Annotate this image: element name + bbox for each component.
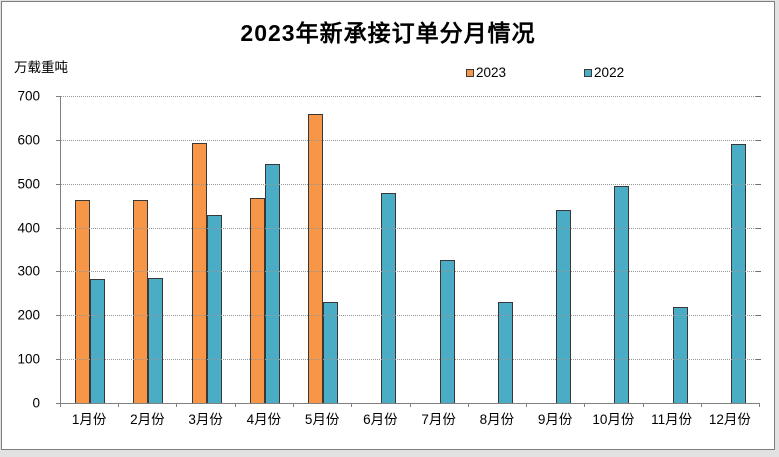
y-axis-tick — [56, 183, 61, 185]
bar-2022-5月份 — [323, 301, 339, 403]
y-tick-label: 400 — [17, 220, 40, 236]
x-axis-label-2月份: 2月份 — [130, 412, 165, 427]
x-axis-tick — [234, 403, 236, 407]
y-tick-label: 0 — [32, 395, 40, 411]
bar-2022-2月份 — [148, 278, 164, 403]
gridline-400 — [61, 227, 760, 229]
bar-2023-5月份 — [308, 113, 324, 403]
gridline-right-tick — [756, 227, 761, 229]
gridline-600 — [61, 139, 760, 141]
chart-title: 2023年新承接订单分月情况 — [240, 20, 536, 46]
bar-2022-6月份 — [381, 193, 397, 403]
x-axis-label-10月份: 10月份 — [592, 412, 635, 427]
gridline-right-tick — [756, 359, 761, 361]
x-axis-tick — [351, 403, 353, 407]
y-tick-label: 500 — [17, 176, 40, 192]
category-3月份 — [178, 96, 236, 403]
category-6月份 — [352, 96, 410, 403]
y-axis-labels: 0 100 200 300 400 500 600 700 — [2, 89, 50, 411]
y-axis-tick — [56, 139, 61, 141]
x-axis-label-11月份: 11月份 — [651, 412, 693, 427]
category-12月份 — [702, 96, 760, 403]
category-4月份 — [236, 96, 294, 403]
x-axis-tick — [409, 403, 411, 407]
bar-2023-3月份 — [191, 142, 207, 403]
x-axis-label-12月份: 12月份 — [708, 412, 751, 427]
x-axis-tick — [176, 403, 178, 407]
chart-frame: 2023年新承接订单分月情况 万载重吨 2023 2022 0 100 200 300 4… — [1, 1, 775, 450]
gridline-right-tick — [756, 139, 761, 141]
bar-2022-1月份 — [90, 279, 106, 403]
legend-item-2022: 2022 — [584, 65, 624, 80]
category-9月份 — [527, 96, 585, 403]
x-axis-tick — [292, 403, 294, 407]
y-tick-label: 600 — [17, 132, 40, 148]
bar-2022-8月份 — [497, 301, 513, 403]
bar-2022-12月份 — [730, 143, 746, 403]
category-2月份 — [119, 96, 177, 403]
category-7月份 — [411, 96, 469, 403]
category-8月份 — [469, 96, 527, 403]
y-axis-tick — [56, 403, 61, 404]
bar-2023-4月份 — [249, 198, 265, 403]
x-axis-tick — [642, 403, 644, 407]
x-axis-label-3月份: 3月份 — [188, 412, 223, 427]
bar-2022-9月份 — [556, 210, 572, 403]
x-axis-label-8月份: 8月份 — [479, 412, 515, 427]
x-axis-tick — [700, 403, 702, 407]
category-5月份 — [294, 96, 352, 403]
y-tick-label: 100 — [17, 351, 40, 367]
category-10月份 — [585, 96, 643, 403]
x-axis-tick — [584, 403, 586, 407]
bar-2023-1月份 — [75, 200, 91, 403]
x-axis-label-5月份: 5月份 — [304, 412, 340, 427]
y-axis-tick — [56, 359, 61, 361]
category-1月份 — [61, 96, 119, 403]
gridline-700 — [61, 96, 760, 97]
y-axis-unit-label: 万载重吨 — [14, 60, 68, 75]
y-tick-label: 300 — [17, 263, 40, 279]
y-axis-tick — [56, 227, 61, 229]
bar-2023-2月份 — [133, 199, 149, 403]
gridline-500 — [61, 183, 760, 185]
legend-label-2023: 2023 — [476, 65, 507, 80]
x-axis-tick — [525, 403, 527, 407]
x-axis-label-4月份: 4月份 — [246, 412, 282, 427]
x-axis-tick — [759, 403, 760, 407]
gridline-right-tick — [756, 315, 761, 317]
bar-2022-4月份 — [264, 163, 280, 403]
gridline-right-tick — [756, 96, 761, 97]
x-axis-label-1月份: 1月份 — [71, 412, 107, 427]
y-tick-label: 700 — [17, 88, 40, 104]
y-axis-tick — [56, 271, 61, 273]
x-axis-label-7月份: 7月份 — [421, 412, 456, 427]
legend-label-2022: 2022 — [594, 65, 625, 80]
gridline-300 — [61, 271, 760, 273]
bar-2022-10月份 — [614, 186, 630, 403]
category-11月份 — [644, 96, 702, 403]
legend-swatch-2023 — [466, 68, 474, 77]
gridline-right-tick — [756, 183, 761, 185]
legend-swatch-2022 — [584, 68, 593, 77]
x-axis-tick — [118, 403, 120, 407]
x-axis-label-6月份: 6月份 — [363, 412, 398, 427]
gridline-100 — [61, 359, 760, 361]
x-axis-tick — [60, 403, 61, 407]
x-axis-tick — [467, 403, 469, 407]
y-axis-tick — [56, 315, 61, 317]
legend-item-2023: 2023 — [466, 65, 506, 80]
gridline-200 — [61, 315, 760, 317]
plot-area — [56, 96, 761, 407]
bar-2022-11月份 — [672, 306, 688, 403]
y-axis-tick — [56, 96, 61, 97]
legend: 2023 2022 — [466, 65, 624, 80]
y-tick-label: 200 — [17, 307, 40, 323]
x-axis-labels: 1月份 2月份 3月份 4月份 5月份 6月份 7月份 8月份 9月份 10月份 11月份 12月份 — [60, 408, 759, 428]
bars-layer — [61, 96, 760, 403]
gridline-right-tick — [756, 271, 761, 273]
bar-2022-7月份 — [439, 260, 455, 403]
x-axis-label-9月份: 9月份 — [537, 412, 573, 427]
bar-2022-3月份 — [206, 214, 222, 403]
